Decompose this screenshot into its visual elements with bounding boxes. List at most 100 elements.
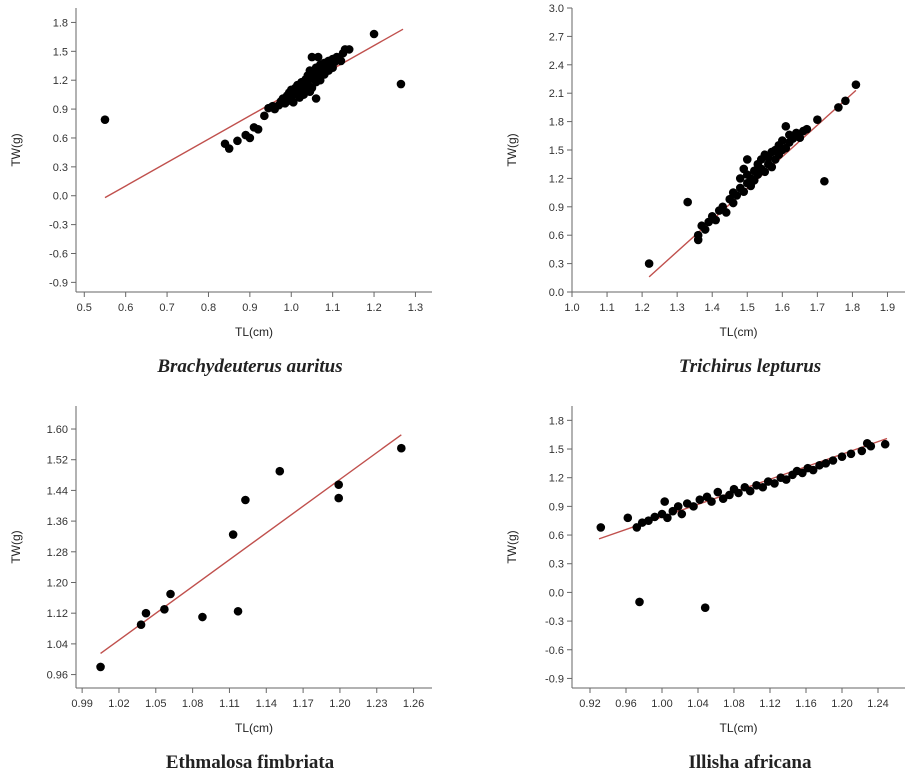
data-point — [718, 494, 728, 504]
y-tick-label: 1.2 — [549, 473, 564, 485]
data-point — [650, 512, 660, 522]
data-point — [866, 441, 876, 451]
y-tick-label: 2.7 — [549, 31, 564, 43]
data-point — [289, 98, 298, 107]
x-axis-title: TL(cm) — [235, 721, 273, 735]
y-tick-label: -0.6 — [49, 248, 68, 260]
y-axis-title: TW(g) — [9, 530, 23, 563]
x-tick-label: 1.8 — [845, 302, 860, 314]
y-tick-label: -0.3 — [545, 616, 564, 628]
data-point — [821, 459, 831, 468]
data-point — [313, 52, 323, 62]
x-tick-label: 0.8 — [201, 302, 216, 314]
data-point — [198, 612, 207, 622]
x-tick-label: 0.96 — [615, 698, 636, 710]
y-tick-label: 1.28 — [47, 547, 68, 559]
data-point — [820, 176, 829, 186]
data-point — [233, 136, 242, 146]
panel-title-illisha-africana: Illisha africana — [688, 752, 812, 773]
x-tick-label: 1.2 — [634, 302, 649, 314]
data-point — [369, 29, 379, 39]
y-tick-label: 1.60 — [47, 424, 68, 436]
data-point — [96, 662, 105, 672]
x-tick-label: 0.5 — [77, 302, 92, 314]
data-point — [689, 502, 698, 511]
y-tick-label: 1.52 — [47, 455, 68, 467]
data-point — [660, 497, 669, 506]
data-point — [311, 94, 321, 103]
x-axis-title: TL(cm) — [720, 325, 758, 339]
data-point — [136, 620, 146, 629]
x-tick-label: 0.92 — [579, 698, 600, 710]
x-tick-label: 1.7 — [810, 302, 825, 314]
data-point — [635, 597, 644, 607]
data-point — [260, 111, 269, 121]
x-tick-label: 1.04 — [687, 698, 708, 710]
y-tick-label: -0.6 — [545, 645, 564, 657]
y-tick-label: 0.6 — [549, 230, 564, 242]
data-point — [700, 225, 710, 234]
x-axis-title: TL(cm) — [720, 721, 758, 735]
data-point — [644, 516, 653, 526]
data-point — [307, 52, 317, 62]
data-point — [808, 465, 818, 475]
regression-line — [104, 28, 404, 199]
data-point — [728, 198, 738, 208]
y-tick-label: 0.6 — [549, 530, 564, 542]
x-tick-label: 1.2 — [366, 302, 381, 314]
data-point — [770, 479, 779, 488]
x-tick-label: 1.3 — [408, 302, 423, 314]
y-tick-label: 1.2 — [53, 75, 68, 87]
data-point — [857, 446, 867, 456]
x-axis-title: TL(cm) — [235, 325, 273, 339]
x-tick-label: 1.11 — [219, 698, 240, 710]
data-point — [781, 122, 791, 131]
data-point — [707, 497, 716, 506]
y-tick-label: -0.9 — [545, 673, 564, 685]
y-tick-label: 0.96 — [47, 670, 68, 682]
x-tick-label: 1.1 — [599, 302, 614, 314]
data-point — [837, 452, 847, 461]
data-point — [275, 466, 285, 476]
y-tick-label: 1.2 — [549, 173, 564, 185]
data-point — [596, 523, 606, 532]
y-axis-title: TW(g) — [505, 133, 519, 166]
x-tick-label: 1.5 — [740, 302, 755, 314]
data-point — [734, 488, 743, 498]
data-point — [851, 80, 861, 89]
data-point — [344, 45, 354, 54]
data-point — [396, 79, 406, 89]
data-point — [700, 603, 710, 613]
data-point — [802, 124, 812, 134]
y-tick-label: 1.44 — [47, 485, 68, 497]
data-point — [732, 191, 742, 200]
x-tick-label: 1.08 — [723, 698, 744, 710]
y-tick-label: 0.0 — [53, 191, 68, 203]
y-tick-label: 0.9 — [53, 104, 68, 116]
y-tick-label: 1.5 — [53, 46, 68, 58]
chart-illisha-africana: -0.9 -0.6 -0.3 0.0 0.3 0.6 0.9 1.2 1.5 1.8 0.92 0.9… — [505, 406, 905, 735]
x-tick-label: 0.9 — [242, 302, 257, 314]
data-point — [241, 495, 250, 505]
x-tick-label: 1.0 — [284, 302, 299, 314]
panel-title-brachydeuterus-auritus: Brachydeuterus auritus — [157, 356, 343, 377]
data-point — [880, 439, 890, 449]
data-point — [781, 475, 791, 484]
y-tick-label: -0.3 — [49, 220, 68, 232]
chart-trichirus-lepturus: 0.0 0.3 0.6 0.9 1.2 1.5 1.8 2.1 2.4 2.7 3.0 1.0 1.1 1… — [505, 3, 905, 339]
data-point — [713, 487, 723, 497]
x-tick-label: 0.99 — [71, 698, 92, 710]
data-point — [735, 174, 745, 183]
y-tick-label: 0.3 — [53, 162, 68, 174]
data-point — [253, 125, 263, 134]
x-tick-label: 1.4 — [705, 302, 720, 314]
data-point — [693, 230, 703, 240]
x-tick-label: 1.3 — [670, 302, 685, 314]
data-point — [224, 144, 234, 153]
y-tick-label: 0.9 — [549, 202, 564, 214]
y-tick-label: 1.8 — [549, 117, 564, 129]
chart-ethmalosa-fimbriata: 0.96 1.04 1.12 1.20 1.28 1.36 1.44 1.52 1.60 0.99… — [9, 406, 432, 735]
x-tick-label: 1.1 — [325, 302, 340, 314]
data-point — [695, 495, 705, 504]
